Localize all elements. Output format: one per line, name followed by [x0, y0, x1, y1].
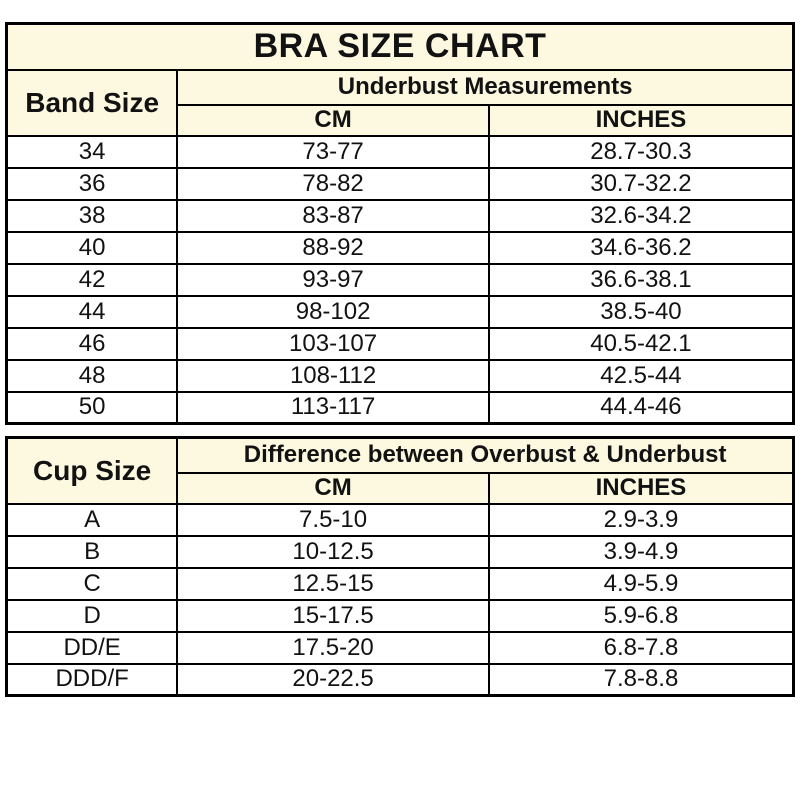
band-size-value: 34 — [5, 134, 179, 169]
inches-range: 42.5-44 — [487, 358, 795, 393]
inches-range: 38.5-40 — [487, 294, 795, 329]
table-row: DD/E 17.5-20 6.8-7.8 — [5, 630, 795, 665]
inches-range: 28.7-30.3 — [487, 134, 795, 169]
band-table-header: BRA SIZE CHART Band Size Underbust Measu… — [5, 22, 795, 137]
table-row: 44 98-102 38.5-40 — [5, 294, 795, 329]
band-table-body: 34 73-77 28.7-30.3 36 78-82 30.7-32.2 38… — [5, 134, 795, 425]
table-row: 46 103-107 40.5-42.1 — [5, 326, 795, 361]
cm-range: 78-82 — [176, 166, 490, 201]
inches-range: 44.4-46 — [487, 390, 795, 425]
inches-range: 36.6-38.1 — [487, 262, 795, 297]
cm-range: 83-87 — [176, 198, 490, 233]
cm-column-header: CM — [176, 103, 490, 137]
cm-range: 17.5-20 — [176, 630, 490, 665]
band-size-value: 48 — [5, 358, 179, 393]
cup-size-value: B — [5, 534, 179, 569]
inches-range: 40.5-42.1 — [487, 326, 795, 361]
cm-range: 98-102 — [176, 294, 490, 329]
cup-size-value: DD/E — [5, 630, 179, 665]
cup-size-value: D — [5, 598, 179, 633]
group-header-row: Cup Size Difference between Overbust & U… — [5, 436, 795, 505]
band-size-table: BRA SIZE CHART Band Size Underbust Measu… — [5, 22, 795, 425]
band-size-value: 42 — [5, 262, 179, 297]
cm-range: 103-107 — [176, 326, 490, 361]
band-size-value: 46 — [5, 326, 179, 361]
table-row: D 15-17.5 5.9-6.8 — [5, 598, 795, 633]
band-size-value: 50 — [5, 390, 179, 425]
cup-table-header: Cup Size Difference between Overbust & U… — [5, 436, 795, 505]
sub-header-row: CM INCHES — [7, 471, 795, 505]
table-row: DDD/F 20-22.5 7.8-8.8 — [5, 662, 795, 697]
table-row: A 7.5-10 2.9-3.9 — [5, 502, 795, 537]
band-size-value: 36 — [5, 166, 179, 201]
cm-column-header: CM — [176, 471, 490, 505]
cup-size-table: Cup Size Difference between Overbust & U… — [5, 436, 795, 697]
cup-size-value: C — [5, 566, 179, 601]
cup-size-header: Cup Size — [5, 436, 179, 505]
table-row: 42 93-97 36.6-38.1 — [5, 262, 795, 297]
table-row: B 10-12.5 3.9-4.9 — [5, 534, 795, 569]
group-header-row: Band Size Underbust Measurements — [5, 68, 795, 137]
band-size-value: 40 — [5, 230, 179, 265]
inches-column-header: INCHES — [487, 103, 795, 137]
cm-range: 108-112 — [176, 358, 490, 393]
cm-range: 15-17.5 — [176, 598, 490, 633]
table-row: 40 88-92 34.6-36.2 — [5, 230, 795, 265]
cm-range: 10-12.5 — [176, 534, 490, 569]
cm-range: 93-97 — [176, 262, 490, 297]
cm-range: 88-92 — [176, 230, 490, 265]
band-size-value: 44 — [5, 294, 179, 329]
inches-range: 32.6-34.2 — [487, 198, 795, 233]
cm-range: 113-117 — [176, 390, 490, 425]
cm-range: 20-22.5 — [176, 662, 490, 697]
inches-range: 4.9-5.9 — [487, 566, 795, 601]
inches-range: 6.8-7.8 — [487, 630, 795, 665]
inches-range: 34.6-36.2 — [487, 230, 795, 265]
inches-range: 30.7-32.2 — [487, 166, 795, 201]
inches-range: 3.9-4.9 — [487, 534, 795, 569]
table-row: 34 73-77 28.7-30.3 — [5, 134, 795, 169]
underbust-group-header: Underbust Measurements — [176, 68, 795, 106]
sub-header-row: CM INCHES — [7, 103, 795, 137]
cm-range: 7.5-10 — [176, 502, 490, 537]
inches-range: 7.8-8.8 — [487, 662, 795, 697]
band-size-header: Band Size — [5, 68, 179, 137]
table-row: 50 113-117 44.4-46 — [5, 390, 795, 425]
chart-title-row: BRA SIZE CHART — [5, 22, 795, 71]
inches-range: 2.9-3.9 — [487, 502, 795, 537]
cup-size-value: A — [5, 502, 179, 537]
band-size-value: 38 — [5, 198, 179, 233]
table-row: 48 108-112 42.5-44 — [5, 358, 795, 393]
table-row: 36 78-82 30.7-32.2 — [5, 166, 795, 201]
cm-range: 12.5-15 — [176, 566, 490, 601]
table-gap — [5, 425, 795, 436]
cup-size-value: DDD/F — [5, 662, 179, 697]
inches-column-header: INCHES — [487, 471, 795, 505]
cm-range: 73-77 — [176, 134, 490, 169]
table-row: 38 83-87 32.6-34.2 — [5, 198, 795, 233]
table-row: C 12.5-15 4.9-5.9 — [5, 566, 795, 601]
cup-table-body: A 7.5-10 2.9-3.9 B 10-12.5 3.9-4.9 C 12.… — [5, 502, 795, 697]
inches-range: 5.9-6.8 — [487, 598, 795, 633]
difference-group-header: Difference between Overbust & Underbust — [176, 436, 795, 474]
chart-title: BRA SIZE CHART — [5, 22, 795, 71]
